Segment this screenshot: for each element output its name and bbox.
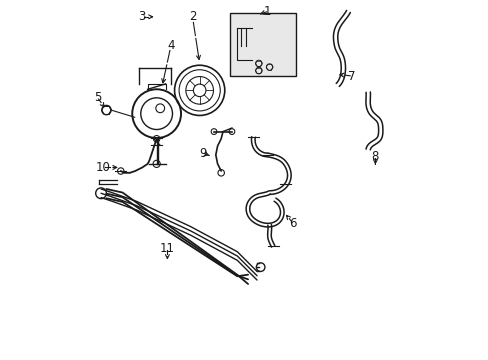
Text: 8: 8 — [371, 150, 378, 163]
Text: 2: 2 — [188, 10, 196, 23]
Text: 7: 7 — [347, 69, 355, 82]
Text: 9: 9 — [199, 147, 206, 159]
Text: 1: 1 — [264, 5, 271, 18]
Text: 3: 3 — [138, 10, 146, 23]
Bar — [230, 13, 296, 76]
Text: 11: 11 — [160, 242, 175, 255]
Text: 5: 5 — [94, 91, 101, 104]
Text: 10: 10 — [95, 161, 110, 174]
Text: 4: 4 — [167, 39, 174, 52]
Text: 6: 6 — [288, 216, 296, 230]
